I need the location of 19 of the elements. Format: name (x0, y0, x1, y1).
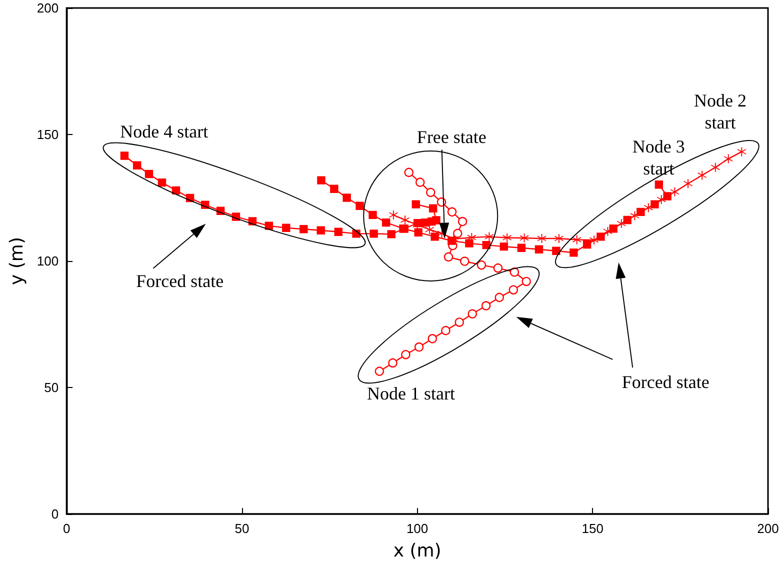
x-axis-title: x (m) (393, 540, 442, 562)
annotation: Node 1 start (366, 383, 455, 404)
x-tick-label: 200 (757, 521, 779, 536)
annotation: Forced state (622, 372, 710, 392)
y-axis-title: y (m) (6, 237, 28, 285)
y-tick-label: 150 (36, 127, 59, 142)
annotation: Node 4 start (120, 122, 208, 142)
annotation: Free state (416, 127, 486, 148)
annotation: Node 3 start (632, 136, 685, 178)
y-tick-label: 100 (36, 254, 59, 268)
y-tick-label: 50 (44, 380, 59, 395)
annotation: Node 2 start (694, 90, 747, 133)
x-tick-label: 0 (62, 521, 70, 536)
x-tick-label: 100 (406, 521, 428, 536)
y-tick-label: 200 (36, 0, 59, 16)
x-tick-label: 50 (234, 521, 250, 536)
x-tick-label: 150 (582, 521, 604, 536)
annotation: Forced state (136, 271, 224, 292)
y-tick-label: 0 (51, 506, 59, 522)
